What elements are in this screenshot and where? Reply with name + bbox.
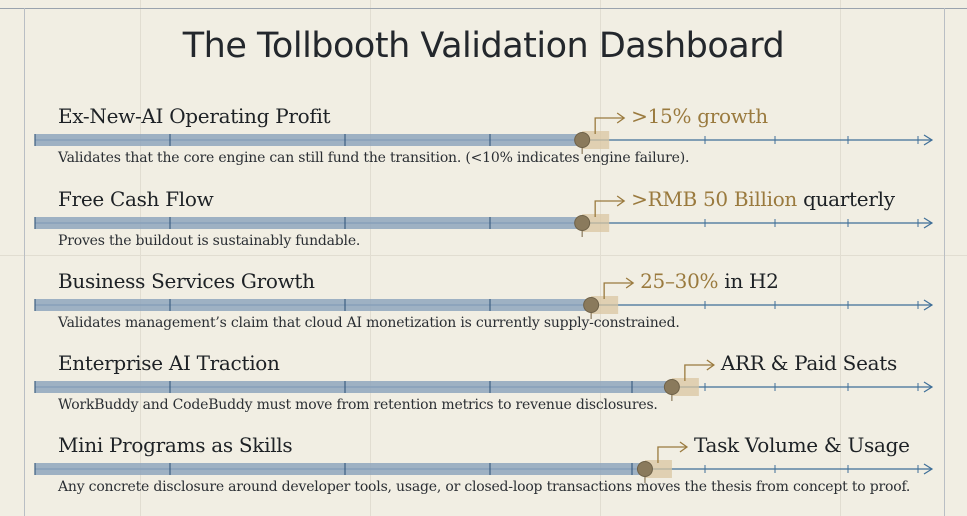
callout-line bbox=[657, 446, 686, 463]
target-zone bbox=[671, 378, 699, 396]
callout-line bbox=[594, 200, 624, 217]
background-gridline bbox=[840, 0, 841, 516]
target-label: Task Volume & Usage bbox=[694, 433, 910, 457]
target-zone bbox=[582, 131, 610, 149]
target-highlight: 25–30% bbox=[640, 269, 719, 293]
target-label: >15% growth bbox=[631, 104, 768, 128]
frame-border bbox=[24, 8, 25, 516]
progress-fill bbox=[35, 217, 583, 229]
progress-fill bbox=[35, 463, 645, 475]
metric-name: Business Services Growth bbox=[58, 269, 315, 293]
callout-arrow-icon bbox=[616, 195, 626, 207]
target-label: 25–30% in H2 bbox=[640, 269, 779, 293]
progress-marker bbox=[583, 297, 600, 313]
callout-arrow-icon bbox=[616, 112, 626, 124]
callout-line bbox=[603, 282, 633, 299]
target-label: >RMB 50 Billion quarterly bbox=[631, 187, 895, 211]
metric-description: WorkBuddy and CodeBuddy must move from r… bbox=[58, 397, 658, 413]
axis-arrow-icon bbox=[923, 134, 934, 146]
axis-arrow-icon bbox=[923, 463, 934, 475]
metric-row: Enterprise AI Traction WorkBuddy and Code… bbox=[0, 351, 967, 431]
metric-name: Enterprise AI Traction bbox=[58, 351, 280, 375]
progress-marker bbox=[636, 461, 653, 477]
axis-arrow-icon bbox=[923, 299, 934, 311]
callout-line bbox=[684, 364, 713, 381]
target-text: Task Volume & Usage bbox=[693, 433, 910, 457]
metric-description: Validates management’s claim that cloud … bbox=[58, 315, 680, 331]
frame-border bbox=[944, 8, 945, 516]
progress-track bbox=[34, 277, 934, 319]
progress-track bbox=[34, 441, 934, 483]
metric-row: Business Services Growth Validates manage… bbox=[0, 269, 967, 349]
metric-row: Free Cash Flow Proves the buildout is sus… bbox=[0, 187, 967, 267]
background-gridline bbox=[370, 0, 371, 516]
progress-fill bbox=[35, 299, 592, 311]
background-gridline bbox=[600, 0, 601, 516]
background-gridline bbox=[0, 255, 967, 256]
progress-fill bbox=[35, 381, 672, 393]
background-gridline bbox=[140, 0, 141, 516]
progress-marker bbox=[574, 215, 591, 231]
metric-description: Any concrete disclosure around developer… bbox=[58, 479, 911, 495]
metric-name: Free Cash Flow bbox=[58, 187, 214, 211]
page-title: The Tollbooth Validation Dashboard bbox=[182, 26, 785, 66]
target-zone bbox=[582, 214, 610, 232]
frame-border bbox=[0, 8, 967, 9]
target-text: quarterly bbox=[803, 187, 895, 211]
callout-arrow-icon bbox=[706, 359, 715, 371]
metric-row: Ex-New-AI Operating Profit Validates that… bbox=[0, 104, 967, 184]
axis-arrow-icon bbox=[923, 217, 934, 229]
progress-fill bbox=[35, 134, 583, 146]
target-zone bbox=[644, 460, 672, 478]
callout-arrow-icon bbox=[625, 277, 635, 289]
progress-track bbox=[34, 112, 934, 154]
axis-arrow-icon bbox=[923, 381, 934, 393]
target-highlight: >RMB 50 Billion bbox=[631, 187, 798, 211]
target-highlight: >15% growth bbox=[631, 104, 768, 128]
metric-name: Mini Programs as Skills bbox=[58, 433, 293, 457]
metric-name: Ex-New-AI Operating Profit bbox=[58, 104, 331, 128]
progress-track bbox=[34, 359, 934, 401]
progress-marker bbox=[574, 132, 591, 148]
target-zone bbox=[591, 296, 619, 314]
progress-marker bbox=[663, 379, 680, 395]
target-text: in H2 bbox=[724, 269, 779, 293]
metric-description: Proves the buildout is sustainably funda… bbox=[58, 233, 361, 249]
callout-line bbox=[594, 117, 624, 134]
target-label: ARR & Paid Seats bbox=[721, 351, 897, 375]
progress-track bbox=[34, 195, 934, 237]
metric-row: Mini Programs as Skills Any concrete disc… bbox=[0, 433, 967, 513]
metric-description: Validates that the core engine can still… bbox=[58, 150, 690, 166]
target-text: ARR & Paid Seats bbox=[720, 351, 897, 375]
callout-arrow-icon bbox=[679, 441, 689, 453]
